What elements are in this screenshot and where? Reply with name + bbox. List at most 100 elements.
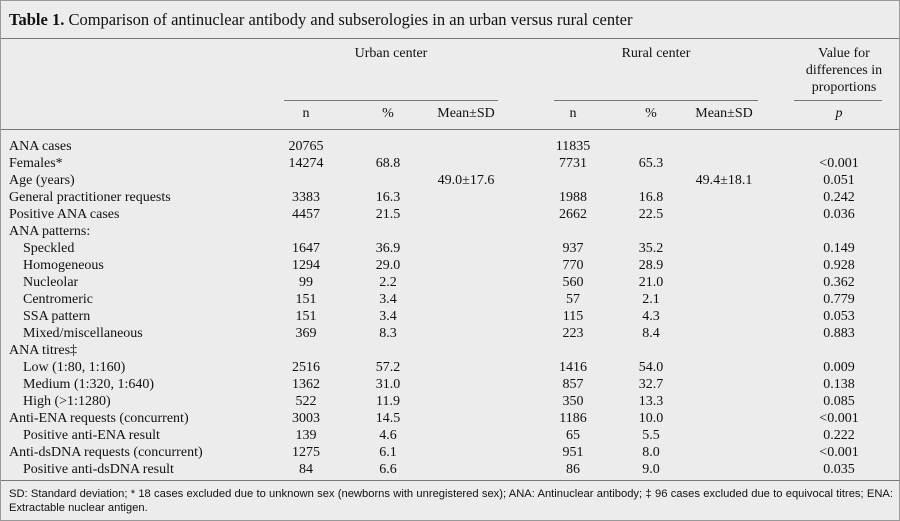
cell: 560 xyxy=(562,275,584,290)
row-label: ANA patterns: xyxy=(9,224,91,239)
cell: 20765 xyxy=(288,139,324,154)
cell: 1647 xyxy=(292,241,320,256)
cell: 21.5 xyxy=(375,207,401,222)
cell: 54.0 xyxy=(638,360,664,375)
cell: 2516 xyxy=(292,360,320,375)
cell: 68.8 xyxy=(375,156,401,171)
cell: 0.779 xyxy=(823,292,855,307)
cell: 16.8 xyxy=(638,190,664,205)
row-label: SSA pattern xyxy=(23,309,91,324)
cell: 0.085 xyxy=(823,394,855,409)
cell: 13.3 xyxy=(638,394,664,409)
cell: 65.3 xyxy=(638,156,664,171)
cell: 0.051 xyxy=(823,173,855,188)
cell: 770 xyxy=(562,258,584,273)
cell: 3.4 xyxy=(379,292,397,307)
cell: 4.3 xyxy=(642,309,660,324)
cell: 857 xyxy=(562,377,584,392)
cell: 28.9 xyxy=(638,258,664,273)
cell: 115 xyxy=(562,309,584,324)
row-label: Nucleolar xyxy=(23,275,79,290)
cell: 8.0 xyxy=(642,445,660,460)
cell: 36.9 xyxy=(375,241,401,256)
title-label: Table 1. xyxy=(9,10,65,29)
cell: 11835 xyxy=(555,139,591,154)
cell: 0.928 xyxy=(823,258,855,273)
cell: 5.5 xyxy=(642,428,660,443)
column-header: p xyxy=(835,106,843,121)
row-label: Low (1:80, 1:160) xyxy=(23,360,126,375)
cell: 16.3 xyxy=(375,190,401,205)
cell: 10.0 xyxy=(638,411,664,426)
cell: 84 xyxy=(299,462,313,477)
cell: 8.4 xyxy=(642,326,660,341)
column-header: n xyxy=(569,106,577,121)
column-header: % xyxy=(382,106,394,121)
cell: 0.149 xyxy=(823,241,855,256)
column-header: % xyxy=(645,106,657,121)
cell: 32.7 xyxy=(638,377,664,392)
cell: 0.222 xyxy=(823,428,855,443)
cell: 21.0 xyxy=(638,275,664,290)
cell: 951 xyxy=(562,445,584,460)
cell: 151 xyxy=(295,309,317,324)
cell: 2.1 xyxy=(642,292,660,307)
row-label: ANA titres‡ xyxy=(9,343,78,358)
row-label: Positive anti-dsDNA result xyxy=(23,462,174,477)
cell: 0.009 xyxy=(823,360,855,375)
cell: 0.242 xyxy=(823,190,855,205)
cell: 1294 xyxy=(292,258,320,273)
column-header: n xyxy=(302,106,310,121)
cell: 1275 xyxy=(292,445,320,460)
row-label: Speckled xyxy=(23,241,75,256)
row-label: Homogeneous xyxy=(23,258,104,273)
rule xyxy=(794,100,882,101)
cell: 151 xyxy=(295,292,317,307)
cell: 14274 xyxy=(288,156,324,171)
cell: 2662 xyxy=(559,207,587,222)
cell: 7731 xyxy=(559,156,587,171)
cell: 57 xyxy=(566,292,580,307)
cell: 49.4±18.1 xyxy=(695,173,753,188)
cell: 1416 xyxy=(559,360,587,375)
cell: 6.6 xyxy=(379,462,397,477)
cell: 14.5 xyxy=(375,411,401,426)
cell: 3.4 xyxy=(379,309,397,324)
cell: 139 xyxy=(295,428,317,443)
rule xyxy=(284,100,498,101)
row-label: Age (years) xyxy=(9,173,75,188)
cell: 6.1 xyxy=(379,445,397,460)
cell: 937 xyxy=(562,241,584,256)
cell: 35.2 xyxy=(638,241,664,256)
rule xyxy=(1,480,899,481)
row-label: ANA cases xyxy=(9,139,72,154)
row-label: General practitioner requests xyxy=(9,190,171,205)
row-label: Anti-ENA requests (concurrent) xyxy=(9,411,189,426)
cell: 49.0±17.6 xyxy=(437,173,495,188)
rule xyxy=(1,129,899,130)
cell: 65 xyxy=(566,428,580,443)
cell: 522 xyxy=(295,394,317,409)
cell: 1186 xyxy=(559,411,587,426)
title: Table 1. Comparison of antinuclear antib… xyxy=(9,11,633,28)
row-label: Females* xyxy=(9,156,63,171)
row-label: Positive anti-ENA result xyxy=(23,428,160,443)
title-text: Comparison of antinuclear antibody and s… xyxy=(68,10,633,29)
footnote: SD: Standard deviation; * 18 cases exclu… xyxy=(9,488,893,514)
cell: 22.5 xyxy=(638,207,664,222)
cell: 9.0 xyxy=(642,462,660,477)
cell: 0.036 xyxy=(823,207,855,222)
group-header: Value for differences in proportions xyxy=(805,46,883,95)
cell: 2.2 xyxy=(379,275,397,290)
cell: 350 xyxy=(562,394,584,409)
row-label: Centromeric xyxy=(23,292,93,307)
cell: 0.035 xyxy=(823,462,855,477)
cell: 86 xyxy=(566,462,580,477)
cell: 3003 xyxy=(292,411,320,426)
cell: 369 xyxy=(295,326,317,341)
row-label: High (>1:1280) xyxy=(23,394,111,409)
cell: 4.6 xyxy=(379,428,397,443)
column-header: Mean±SD xyxy=(695,106,753,121)
cell: 99 xyxy=(299,275,313,290)
